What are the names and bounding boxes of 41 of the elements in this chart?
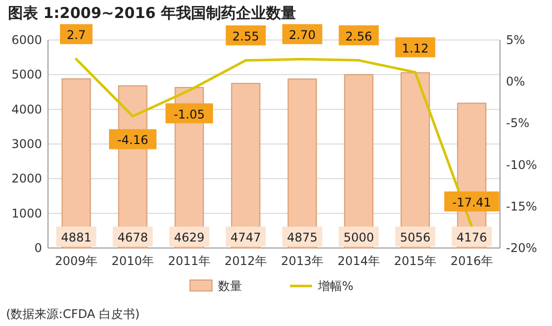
- x-tick-label: 2011年: [168, 254, 211, 268]
- data-label: 2.56: [345, 29, 372, 44]
- x-tick-label: 2012年: [224, 254, 268, 268]
- y2-tick-label: -15%: [506, 199, 538, 214]
- x-tick-label: 2015年: [394, 254, 437, 268]
- data-label: -4.16: [117, 133, 148, 148]
- data-label: 4881: [60, 230, 92, 245]
- y-tick-label: 6000: [11, 33, 42, 47]
- data-label: 5056: [400, 230, 431, 245]
- y2-tick-label: -10%: [506, 158, 538, 172]
- data-label: 2.55: [232, 29, 260, 44]
- data-label: 4629: [174, 230, 205, 245]
- data-label: -17.41: [452, 195, 492, 210]
- data-label: 2.70: [288, 28, 316, 42]
- data-label: -1.05: [174, 107, 205, 122]
- y-tick-label: 2000: [11, 172, 42, 186]
- data-label: 4875: [286, 230, 318, 245]
- x-tick-label: 2014年: [337, 254, 380, 268]
- x-tick-label: 2016年: [450, 254, 494, 268]
- legend-label: 数量: [218, 279, 242, 293]
- data-label: 1.12: [402, 41, 429, 56]
- y2-tick-label: -5%: [506, 116, 530, 130]
- y2-tick-label: -20%: [506, 241, 538, 255]
- y-tick-label: 1000: [11, 206, 42, 220]
- data-label: 2.7: [66, 28, 86, 42]
- text: (数据来源:CFDA 白皮书): [6, 307, 140, 321]
- data-label: 4176: [456, 230, 488, 245]
- data-label: 5000: [343, 230, 374, 245]
- y-tick-label: 3000: [11, 137, 42, 151]
- y-tick-label: 0: [34, 241, 42, 255]
- legend-label: 增幅%: [317, 279, 354, 293]
- y-tick-label: 5000: [11, 68, 42, 82]
- y2-tick-label: 0%: [506, 74, 526, 89]
- x-tick-label: 2010年: [111, 254, 154, 268]
- data-label: 4747: [230, 230, 262, 245]
- y2-tick-label: 5%: [506, 33, 526, 47]
- data-label: 4678: [117, 230, 148, 245]
- y-tick-label: 4000: [11, 102, 42, 116]
- x-tick-label: 2013年: [280, 254, 324, 268]
- x-tick-label: 2009年: [54, 254, 98, 268]
- chart-title: 图表 1:2009~2016 年我国制药企业数量: [8, 4, 296, 22]
